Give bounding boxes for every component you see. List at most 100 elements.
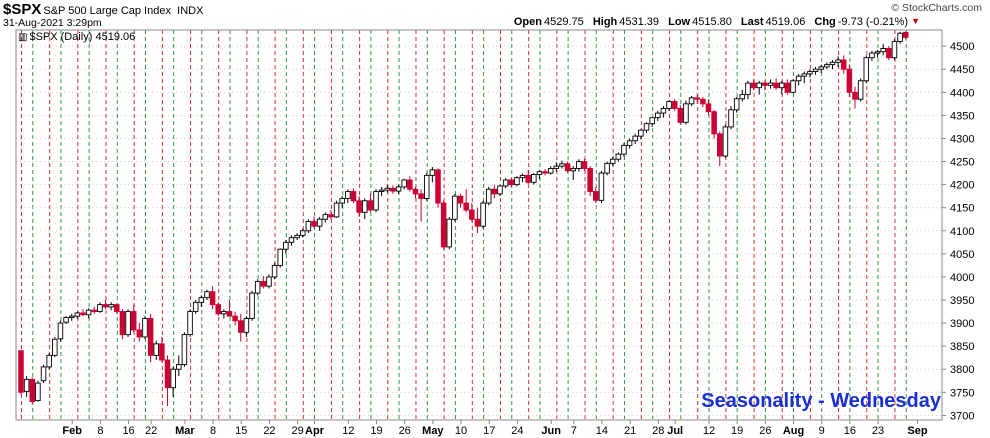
- candle-body: [874, 51, 881, 54]
- candle: [412, 186, 419, 199]
- x-tick-label: 8: [210, 425, 216, 437]
- candle-body: [23, 378, 30, 392]
- candle-body: [142, 318, 148, 338]
- candle-body: [68, 315, 75, 318]
- candle: [29, 377, 36, 404]
- symbol: $SPX: [3, 1, 42, 18]
- candle-body: [311, 221, 317, 227]
- candle-body: [35, 382, 41, 402]
- candle-body: [609, 158, 616, 164]
- candle: [491, 184, 498, 199]
- high-value: 4531.39: [619, 16, 660, 28]
- candle: [717, 131, 723, 167]
- candle: [880, 43, 886, 56]
- y-tick-label: 3900: [950, 318, 974, 330]
- low-value: 4515.80: [692, 16, 732, 28]
- y-tick-label: 4050: [950, 249, 974, 261]
- candle: [705, 99, 712, 116]
- candle-body: [615, 153, 622, 160]
- candle: [502, 178, 509, 189]
- candle-body: [869, 52, 875, 59]
- candle-body: [671, 101, 678, 109]
- candle: [423, 173, 430, 201]
- candle-body: [779, 82, 785, 89]
- candle: [266, 274, 272, 289]
- candle-body: [260, 281, 267, 287]
- y-tick-label: 3950: [950, 295, 974, 307]
- candle: [176, 355, 182, 377]
- candle-body: [254, 281, 261, 294]
- candle-body: [485, 188, 492, 204]
- candle-body: [891, 41, 898, 59]
- candle: [316, 216, 323, 231]
- candle-body: [412, 188, 419, 195]
- candle: [57, 320, 64, 342]
- candle: [784, 79, 791, 95]
- x-tick-label: 19: [731, 425, 743, 437]
- candle: [902, 31, 909, 40]
- x-tick-label: 8: [97, 425, 103, 437]
- x-tick-label: 26: [759, 425, 771, 437]
- candle: [192, 300, 199, 314]
- candle: [63, 316, 69, 324]
- candle: [643, 122, 650, 133]
- candlestick-icon: ▥: [18, 32, 28, 43]
- candle: [440, 200, 447, 250]
- candle: [626, 138, 633, 149]
- candle: [102, 300, 109, 310]
- candle-body: [733, 98, 740, 111]
- candle: [542, 168, 548, 176]
- candle-body: [756, 82, 762, 89]
- candle-body: [345, 191, 351, 199]
- candle-body: [784, 82, 791, 93]
- candle-body: [773, 82, 779, 89]
- candle-body: [497, 185, 503, 195]
- candle-body: [474, 218, 481, 227]
- open-label: Open: [513, 16, 542, 28]
- candle: [728, 106, 734, 130]
- candle: [300, 228, 306, 238]
- candle-body: [63, 317, 69, 323]
- candle-body: [852, 91, 858, 100]
- candle-body: [846, 68, 853, 93]
- candle-body: [553, 165, 560, 169]
- candle-body: [812, 68, 819, 72]
- candle: [68, 313, 75, 321]
- seasonality-lines: [21, 30, 907, 420]
- candle: [345, 189, 351, 204]
- x-tick-label: Apr: [305, 425, 325, 437]
- candle: [840, 55, 847, 74]
- y-tick-label: 4200: [950, 180, 974, 192]
- candle: [536, 169, 543, 180]
- candle: [474, 207, 481, 234]
- candle-body: [649, 117, 655, 125]
- candle: [204, 289, 210, 300]
- candle-body: [136, 329, 143, 338]
- candle-body: [463, 202, 469, 211]
- candle: [609, 156, 616, 167]
- candle: [874, 49, 881, 58]
- candle-body: [271, 264, 278, 278]
- candle: [767, 79, 774, 89]
- x-tick-label: 24: [511, 425, 523, 437]
- candle-body: [215, 304, 221, 315]
- candle-body: [626, 140, 633, 146]
- candle-body: [119, 311, 126, 336]
- candle: [621, 143, 627, 157]
- candle: [660, 106, 667, 118]
- candle-body: [328, 214, 334, 218]
- legend-text: $SPX (Daily) 4519.06: [29, 31, 136, 43]
- candle: [531, 173, 537, 185]
- candle: [700, 96, 706, 108]
- candle: [390, 185, 396, 194]
- candle-body: [457, 195, 464, 204]
- candle: [187, 309, 193, 337]
- candle-body: [187, 311, 193, 336]
- candle: [125, 309, 131, 337]
- candle-body: [688, 97, 695, 105]
- candle: [198, 295, 205, 307]
- candle: [277, 248, 283, 268]
- candle-body: [384, 187, 391, 191]
- candle: [711, 109, 717, 139]
- candle-body: [829, 61, 836, 66]
